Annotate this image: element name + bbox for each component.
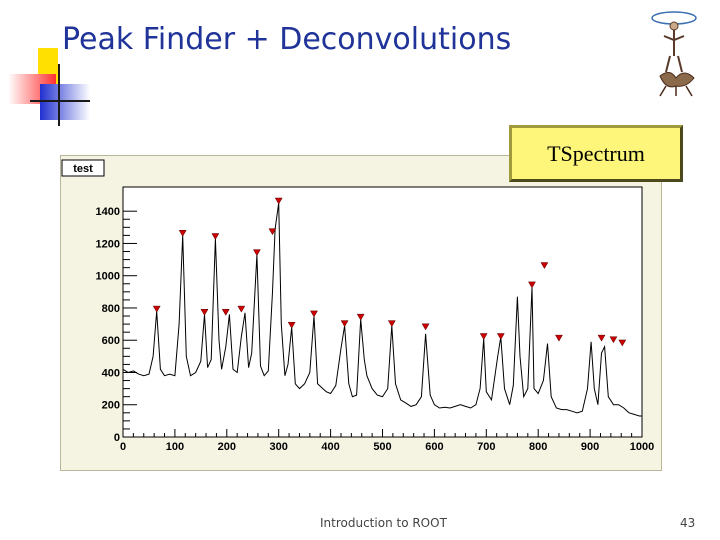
peak-marker (356, 313, 365, 321)
peak-marker (221, 309, 230, 316)
peak-marker (252, 249, 261, 257)
y-tick-label: 800 (102, 303, 120, 315)
x-tick-label: 700 (477, 441, 495, 453)
peak-marker (268, 228, 277, 236)
y-tick-label: 200 (102, 400, 120, 412)
x-tick-label: 100 (166, 441, 184, 453)
plot-area (122, 186, 643, 438)
peak-marker (496, 333, 505, 340)
deco-horizontal-rule (30, 100, 90, 102)
x-tick-label: 1000 (630, 441, 654, 453)
x-tick-label: 600 (425, 441, 443, 453)
series-group (122, 203, 642, 417)
peak-marker (200, 309, 209, 316)
tspectrum-callout: TSpectrum (509, 125, 683, 182)
peak-marker (211, 233, 220, 240)
chart-title-box (61, 159, 105, 177)
y-tick-label: 0 (114, 432, 120, 444)
peak-marker (274, 197, 283, 205)
spectrum-chart: test 0 200 400 600 800 1000 1200 1400 0 100 200 30… (61, 159, 654, 453)
peak-marker (555, 334, 563, 342)
y-axis: 0 200 400 600 800 1000 1200 1400 (96, 206, 137, 444)
y-tick-label: 1400 (96, 206, 120, 218)
x-tick-label: 400 (321, 441, 339, 453)
peak-marker (237, 305, 246, 313)
peak-marker (152, 305, 161, 313)
peak-marker (178, 230, 187, 237)
peak-marker (340, 320, 349, 328)
peak-marker (528, 281, 536, 289)
peak-marker (540, 262, 549, 270)
peak-marker (618, 339, 627, 347)
y-tick-label: 600 (102, 335, 120, 347)
x-tick-label: 0 (120, 441, 126, 453)
slide-title: Peak Finder + Deconvolutions (62, 22, 512, 57)
x-tick-label: 800 (529, 441, 547, 453)
chart-title: test (73, 163, 93, 175)
x-tick-label: 300 (270, 441, 288, 453)
peak-marker (287, 321, 296, 329)
x-tick-label: 200 (218, 441, 236, 453)
peak-marker (479, 333, 488, 340)
spectrum-line (122, 203, 642, 417)
peak-marker (310, 310, 318, 318)
footer-text: Introduction to ROOT (320, 516, 447, 530)
x-tick-label: 500 (373, 441, 391, 453)
y-tick-label: 400 (102, 367, 120, 379)
y-tick-label: 1000 (96, 271, 120, 283)
peak-marker (597, 334, 606, 342)
x-tick-label: 900 (581, 441, 599, 453)
peak-marker (421, 323, 430, 331)
peak-marker (387, 320, 396, 328)
peak-marker (609, 336, 618, 344)
deco-blue-block (40, 84, 90, 120)
x-axis: 0 100 200 300 400 500 600 700 800 900 1000 (120, 429, 654, 453)
deco-vertical-rule (58, 64, 60, 126)
peak-markers (152, 197, 627, 347)
y-tick-label: 1200 (96, 238, 120, 250)
page-number: 43 (680, 516, 696, 530)
root-logo-figure-icon (651, 11, 697, 97)
